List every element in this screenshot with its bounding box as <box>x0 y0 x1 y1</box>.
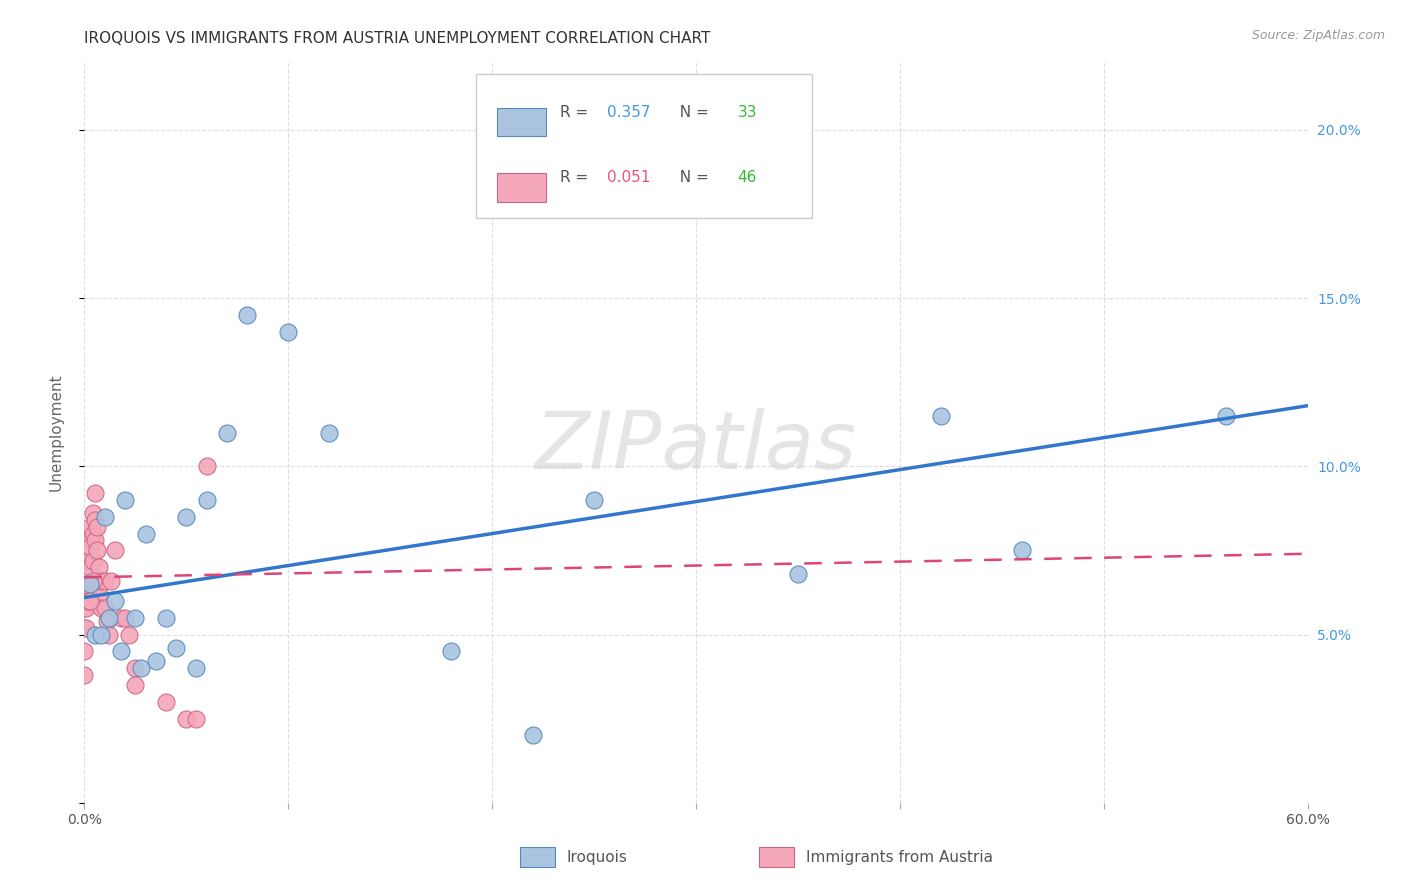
Point <box>93 574 115 588</box>
Point <box>110 610 132 624</box>
Point <box>79 540 101 554</box>
Point <box>135 526 157 541</box>
Point <box>83 533 105 548</box>
Point <box>79 594 101 608</box>
Point <box>195 492 218 507</box>
Point <box>186 712 208 726</box>
Point <box>73 577 96 591</box>
Text: R =: R = <box>560 104 593 120</box>
Point <box>440 644 463 658</box>
Point <box>1011 543 1033 558</box>
Text: Immigrants from Austria: Immigrants from Austria <box>806 850 993 864</box>
Point <box>277 325 299 339</box>
Point <box>73 621 96 635</box>
Point <box>87 560 110 574</box>
Text: IROQUOIS VS IMMIGRANTS FROM AUSTRIA UNEMPLOYMENT CORRELATION CHART: IROQUOIS VS IMMIGRANTS FROM AUSTRIA UNEM… <box>84 31 711 46</box>
Point <box>79 577 101 591</box>
Point <box>165 640 187 655</box>
Point <box>318 425 340 440</box>
Point <box>82 507 104 521</box>
Point <box>87 587 110 601</box>
Point <box>79 560 101 574</box>
Text: ZIPatlas: ZIPatlas <box>534 409 858 486</box>
Point <box>145 655 167 669</box>
Point <box>236 308 259 322</box>
FancyBboxPatch shape <box>496 108 546 136</box>
Point <box>82 553 104 567</box>
Point <box>90 600 112 615</box>
Text: 33: 33 <box>738 104 756 120</box>
Text: Source: ZipAtlas.com: Source: ZipAtlas.com <box>1251 29 1385 42</box>
Point <box>110 644 132 658</box>
Text: N =: N = <box>671 169 714 185</box>
Point <box>174 712 197 726</box>
Point <box>77 553 100 567</box>
Text: 46: 46 <box>738 169 756 185</box>
Text: N =: N = <box>671 104 714 120</box>
Point <box>86 520 108 534</box>
Point <box>195 459 218 474</box>
Point <box>77 533 100 548</box>
Point <box>75 600 97 615</box>
Point <box>83 486 105 500</box>
Point <box>75 553 97 567</box>
Point <box>77 581 100 595</box>
Text: Iroquois: Iroquois <box>567 850 627 864</box>
Point <box>104 543 127 558</box>
Point <box>124 610 146 624</box>
Point <box>186 661 208 675</box>
Point <box>114 610 136 624</box>
Point <box>75 621 97 635</box>
Point <box>93 509 115 524</box>
Point <box>86 543 108 558</box>
Point <box>97 627 120 641</box>
Point <box>118 627 141 641</box>
Text: 0.357: 0.357 <box>606 104 650 120</box>
Point <box>93 600 115 615</box>
Text: R =: R = <box>560 169 593 185</box>
Point <box>522 729 544 743</box>
Point <box>90 574 112 588</box>
Point <box>82 526 104 541</box>
Point <box>155 695 177 709</box>
Point <box>100 574 122 588</box>
Point <box>104 594 127 608</box>
Point <box>155 610 177 624</box>
Point <box>73 668 96 682</box>
Point <box>79 520 101 534</box>
Point <box>75 577 97 591</box>
Point <box>124 661 146 675</box>
Point <box>929 409 952 423</box>
Point <box>217 425 239 440</box>
FancyBboxPatch shape <box>496 173 546 202</box>
Point <box>787 566 810 581</box>
Point <box>73 644 96 658</box>
Point <box>82 574 104 588</box>
Point <box>624 139 647 153</box>
Point <box>96 614 118 628</box>
Text: 0.051: 0.051 <box>606 169 650 185</box>
Point <box>83 627 105 641</box>
Point <box>583 492 606 507</box>
Point <box>97 610 120 624</box>
Point <box>174 509 197 524</box>
Point <box>77 594 100 608</box>
Y-axis label: Unemployment: Unemployment <box>49 374 63 491</box>
FancyBboxPatch shape <box>475 73 813 218</box>
Point <box>73 600 96 615</box>
Point <box>1215 409 1237 423</box>
Point <box>79 581 101 595</box>
Point <box>114 492 136 507</box>
Point <box>83 513 105 527</box>
Point <box>131 661 153 675</box>
Point <box>124 678 146 692</box>
Point <box>90 627 112 641</box>
